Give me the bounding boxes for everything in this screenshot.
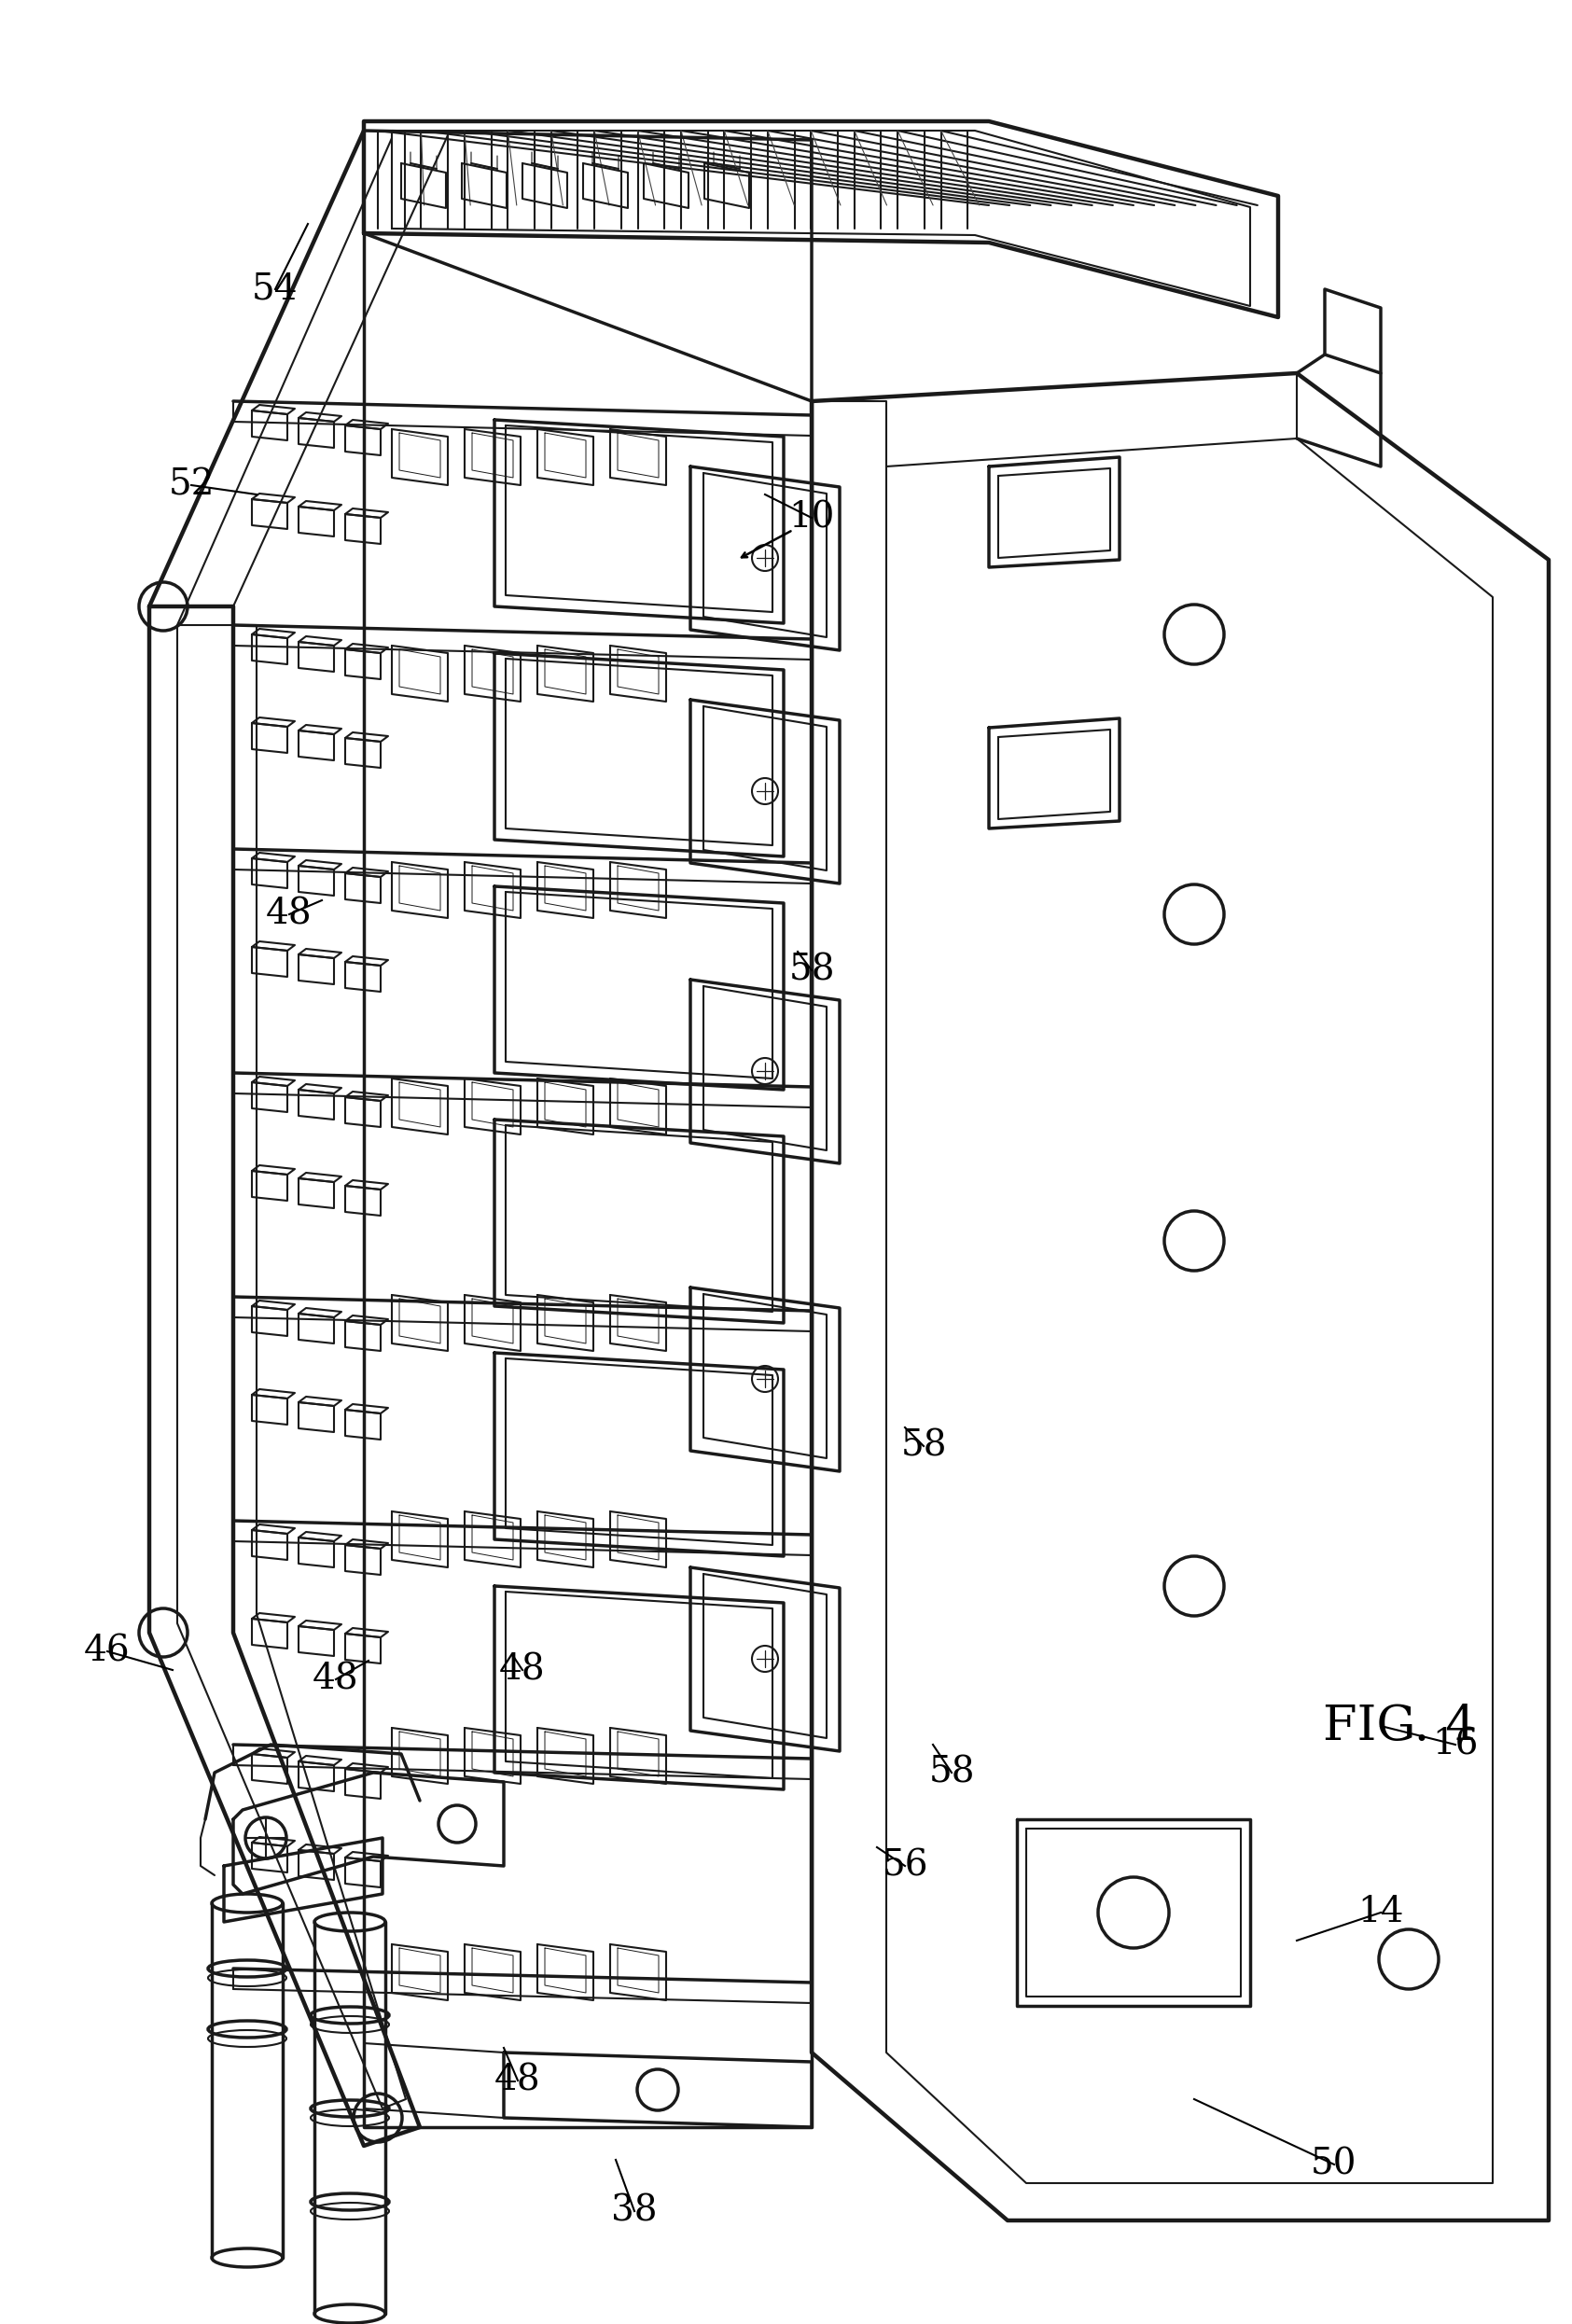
Text: 46: 46 (85, 1634, 130, 1669)
Text: 48: 48 (266, 897, 313, 932)
Text: 58: 58 (789, 953, 835, 988)
Text: 38: 38 (612, 2194, 657, 2229)
Text: 16: 16 (1432, 1727, 1478, 1762)
Text: 52: 52 (168, 467, 214, 502)
Text: FIG. 4: FIG. 4 (1322, 1701, 1476, 1750)
Text: 48: 48 (500, 1652, 545, 1687)
Text: 58: 58 (901, 1429, 946, 1464)
Text: 58: 58 (929, 1755, 975, 1789)
Text: 10: 10 (789, 500, 835, 535)
Text: 56: 56 (882, 1848, 927, 1882)
Text: 14: 14 (1358, 1896, 1404, 1929)
Text: 54: 54 (252, 272, 299, 307)
Text: 48: 48 (313, 1662, 358, 1697)
Text: 50: 50 (1311, 2147, 1357, 2182)
Text: 48: 48 (495, 2064, 541, 2099)
